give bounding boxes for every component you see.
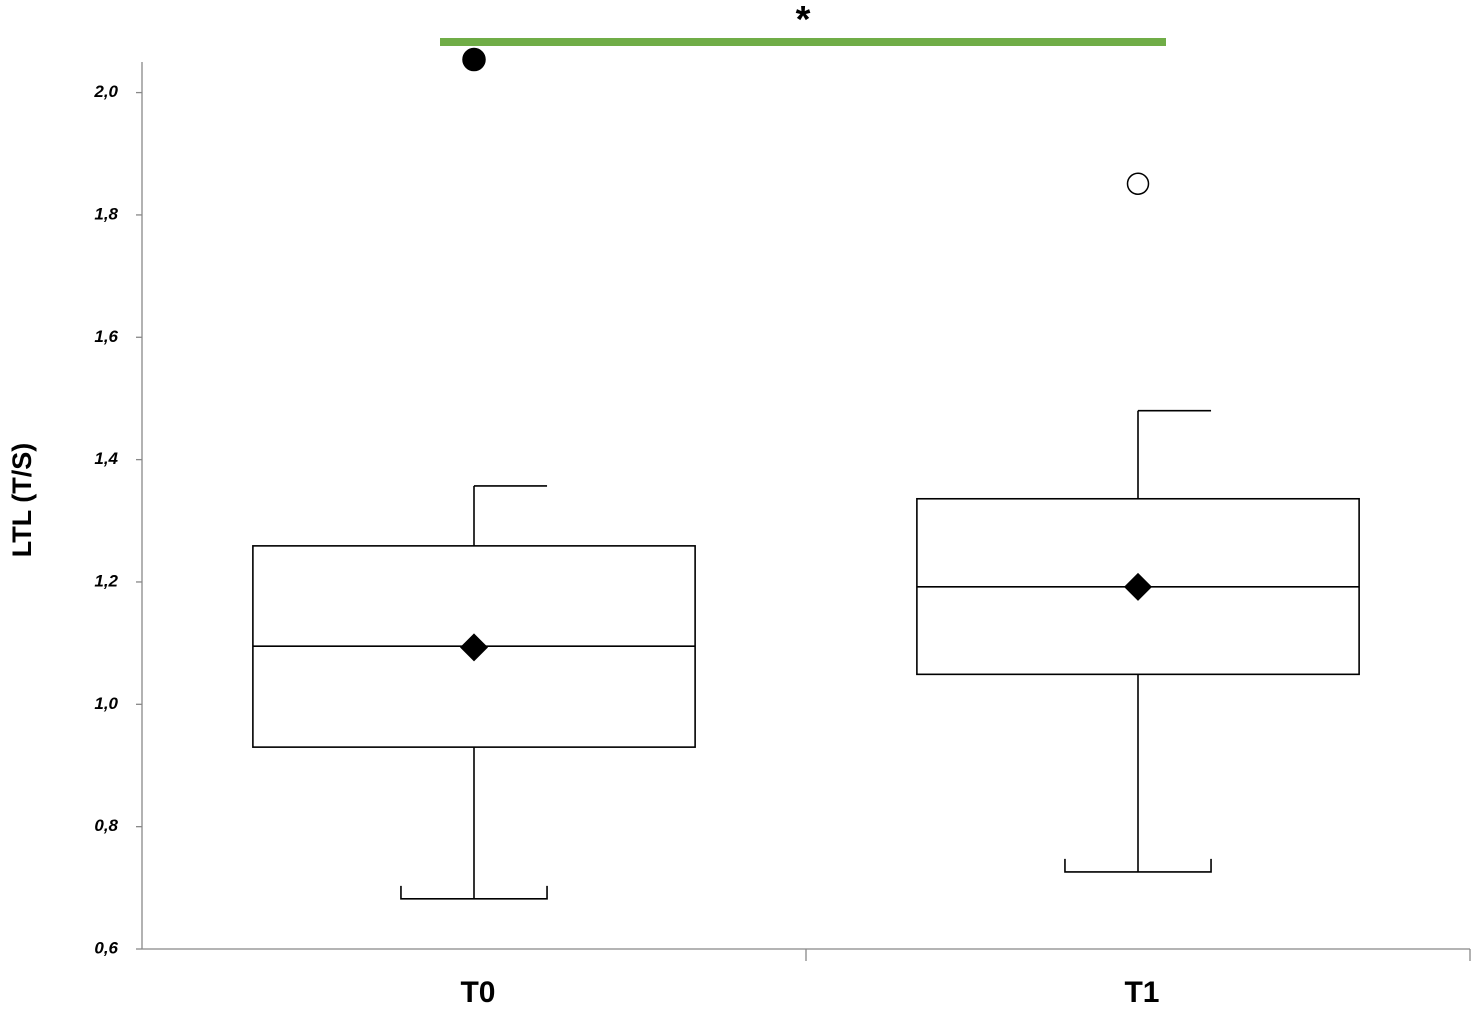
y-axis-label: LTL (T/S) <box>7 443 37 557</box>
mean-marker <box>1124 572 1152 601</box>
y-tick-label: 1,6 <box>94 327 118 346</box>
significance-label: * <box>796 0 811 41</box>
outlier <box>1126 172 1150 195</box>
mean-marker <box>460 633 488 662</box>
y-tick-label: 2,0 <box>93 82 118 101</box>
significance-bar <box>440 38 1166 46</box>
whisker-cap <box>1064 858 1212 873</box>
x-tick-label: T1 <box>1124 976 1159 1009</box>
x-tick-label: T0 <box>460 976 495 1009</box>
outlier <box>462 47 486 72</box>
y-tick-label: 1,4 <box>94 449 118 468</box>
y-tick-label: 0,8 <box>94 816 118 835</box>
y-tick-label: 1,2 <box>94 571 118 590</box>
y-tick-label: 0,6 <box>94 938 118 957</box>
y-tick-label: 1,8 <box>94 204 118 223</box>
whisker-cap <box>400 885 548 900</box>
y-tick-label: 1,0 <box>94 694 118 713</box>
